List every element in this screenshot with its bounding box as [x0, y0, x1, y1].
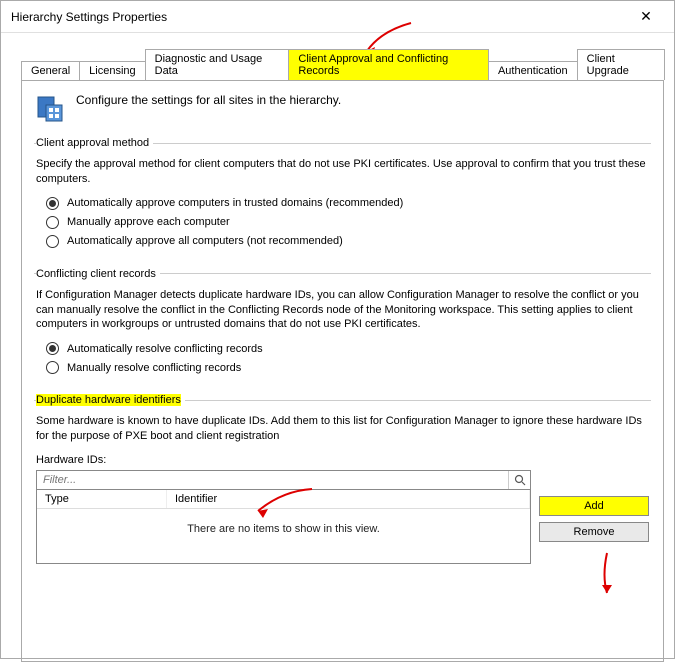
conflict-desc: If Configuration Manager detects duplica… [36, 288, 649, 333]
col-type[interactable]: Type [37, 490, 167, 508]
hardware-ids-buttons: Add Remove [539, 496, 649, 542]
radio-icon [46, 235, 59, 248]
dialog-window: Hierarchy Settings Properties ✕ General … [0, 0, 675, 659]
duplicate-legend: Duplicate hardware identifiers [36, 394, 185, 406]
intro-row: Configure the settings for all sites in … [34, 93, 651, 125]
hierarchy-icon [34, 93, 66, 125]
tab-diagnostic[interactable]: Diagnostic and Usage Data [145, 49, 290, 80]
radio-label: Manually approve each computer [67, 216, 230, 228]
duplicate-group: Duplicate hardware identifiers Some hard… [34, 394, 651, 564]
hardware-ids-left: Type Identifier There are no items to sh… [36, 470, 531, 564]
tab-authentication[interactable]: Authentication [488, 61, 578, 80]
titlebar: Hierarchy Settings Properties ✕ [1, 1, 674, 33]
radio-icon [46, 197, 59, 210]
duplicate-desc: Some hardware is known to have duplicate… [36, 414, 649, 444]
filter-input[interactable] [37, 471, 508, 489]
approval-legend: Client approval method [36, 137, 153, 149]
approval-opt-trusted[interactable]: Automatically approve computers in trust… [46, 197, 649, 210]
search-icon[interactable] [508, 471, 530, 489]
hardware-ids-grid: Type Identifier There are no items to sh… [36, 490, 531, 564]
radio-icon [46, 216, 59, 229]
approval-opt-all[interactable]: Automatically approve all computers (not… [46, 235, 649, 248]
radio-label: Automatically approve computers in trust… [67, 197, 403, 209]
conflict-opt-manual[interactable]: Manually resolve conflicting records [46, 361, 649, 374]
conflict-legend: Conflicting client records [36, 268, 160, 280]
remove-button[interactable]: Remove [539, 522, 649, 542]
approval-opt-manual[interactable]: Manually approve each computer [46, 216, 649, 229]
grid-empty-text: There are no items to show in this view. [37, 509, 530, 535]
tab-licensing[interactable]: Licensing [79, 61, 145, 80]
filter-wrap [36, 470, 531, 490]
hardware-ids-label: Hardware IDs: [36, 454, 649, 466]
window-title: Hierarchy Settings Properties [11, 10, 167, 24]
tab-general[interactable]: General [21, 61, 80, 80]
approval-group: Client approval method Specify the appro… [34, 137, 651, 254]
tab-client-approval[interactable]: Client Approval and Conflicting Records [288, 49, 489, 80]
conflict-group: Conflicting client records If Configurat… [34, 268, 651, 381]
grid-header: Type Identifier [37, 490, 530, 509]
hardware-ids-row: Type Identifier There are no items to sh… [36, 470, 649, 564]
col-identifier[interactable]: Identifier [167, 490, 530, 508]
add-button[interactable]: Add [539, 496, 649, 516]
intro-text: Configure the settings for all sites in … [76, 93, 341, 107]
close-icon[interactable]: ✕ [626, 8, 666, 25]
radio-label: Manually resolve conflicting records [67, 362, 241, 374]
tab-strip: General Licensing Diagnostic and Usage D… [21, 49, 664, 80]
radio-icon [46, 361, 59, 374]
tab-client-upgrade[interactable]: Client Upgrade [577, 49, 665, 80]
radio-label: Automatically approve all computers (not… [67, 235, 343, 247]
approval-desc: Specify the approval method for client c… [36, 157, 649, 187]
radio-label: Automatically resolve conflicting record… [67, 343, 263, 355]
conflict-opt-auto[interactable]: Automatically resolve conflicting record… [46, 342, 649, 355]
tab-panel: Configure the settings for all sites in … [21, 80, 664, 662]
radio-icon [46, 342, 59, 355]
